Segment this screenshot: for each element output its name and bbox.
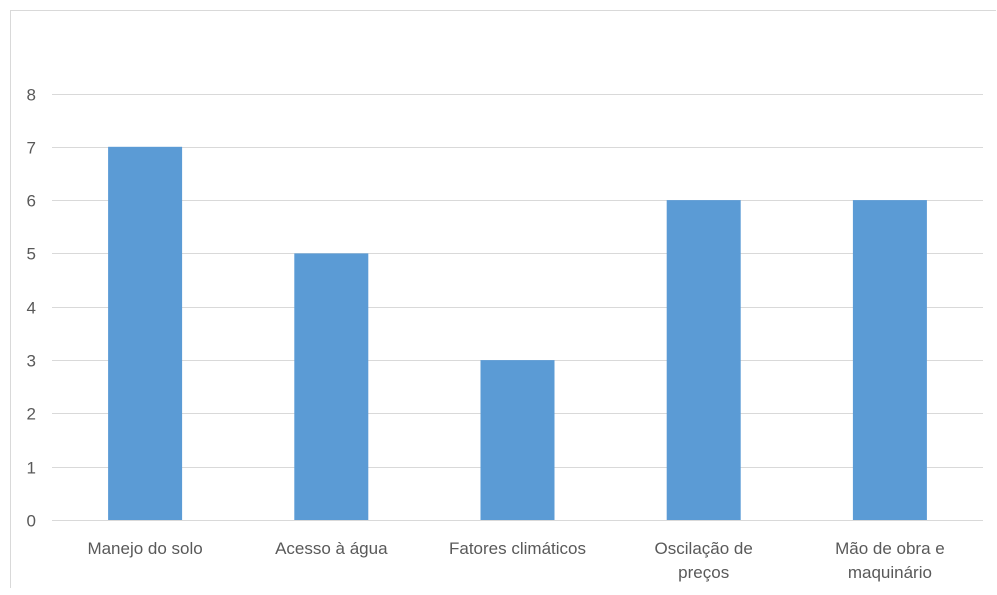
x-category-label: Mão de obra e [835,539,945,558]
chart-border [10,10,996,588]
x-category-label: preços [678,563,729,582]
x-category-label: maquinário [848,563,932,582]
x-category-label: Oscilação de [655,539,753,558]
y-tick-label: 1 [27,459,36,478]
y-tick-label: 3 [27,352,36,371]
y-axis-ticks: 0 1 2 3 4 5 6 7 8 [27,86,36,531]
y-tick-label: 5 [27,245,36,264]
bar [108,146,183,521]
bars [108,146,927,521]
bar [666,200,741,520]
x-axis-categories: Manejo do solo Acesso à água Fatores climá… [87,539,944,582]
x-category-label: Acesso à água [275,539,388,558]
y-tick-label: 2 [27,405,36,424]
y-tick-label: 0 [27,512,36,531]
y-tick-label: 6 [27,192,36,211]
bar [294,253,369,520]
x-category-label: Fatores climáticos [449,539,586,558]
gridlines [52,94,983,521]
x-category-label: Manejo do solo [87,539,202,558]
bar [480,360,555,520]
y-tick-label: 4 [27,299,36,318]
y-tick-label: 7 [27,139,36,158]
bar [852,200,927,520]
y-tick-label: 8 [27,86,36,105]
